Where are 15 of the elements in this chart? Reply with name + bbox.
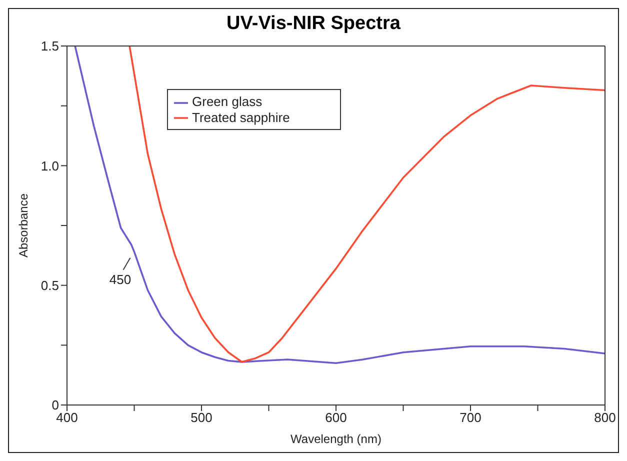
x-axis-title: Wavelength (nm) <box>290 432 382 446</box>
y-axis-title: Absorbance <box>16 193 30 258</box>
x-tick-label: 600 <box>325 410 347 426</box>
y-tick-label: 1.5 <box>40 38 59 54</box>
annotation: 450 <box>109 272 132 287</box>
y-tick-label: 0.5 <box>40 278 59 293</box>
x-tick-label: 800 <box>594 410 616 426</box>
chart-title: UV-Vis-NIR Spectra <box>226 13 402 36</box>
x-tick-label: 700 <box>460 410 482 426</box>
y-tick-label: 0 <box>52 398 59 413</box>
legend-label: Green glass <box>192 94 262 109</box>
x-tick-label: 400 <box>56 410 78 426</box>
y-tick-label: 1.0 <box>40 158 59 174</box>
x-tick-label: 500 <box>190 410 212 426</box>
legend-label: Treated sapphire <box>192 110 290 125</box>
